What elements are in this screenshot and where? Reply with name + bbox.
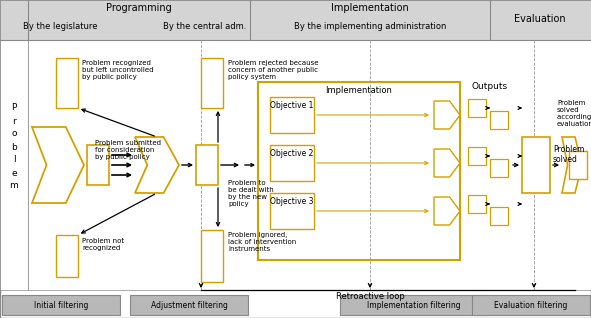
Text: Problem rejected because
concern of another public
policy system: Problem rejected because concern of anot… — [228, 60, 319, 80]
Bar — [201, 58, 223, 108]
Bar — [468, 195, 486, 213]
Text: o: o — [11, 129, 17, 139]
Bar — [87, 145, 109, 185]
Text: Implementation filtering: Implementation filtering — [367, 301, 461, 309]
Text: Problem ignored,
lack of intervention
instruments: Problem ignored, lack of intervention in… — [228, 232, 296, 252]
Bar — [490, 207, 508, 225]
Text: Problem recognized
but left uncontrolled
by public policy: Problem recognized but left uncontrolled… — [82, 60, 154, 80]
Bar — [2, 295, 120, 315]
Polygon shape — [434, 149, 460, 177]
Bar — [130, 295, 248, 315]
Bar — [340, 295, 488, 315]
Text: Problem submitted
for consideration
by public policy: Problem submitted for consideration by p… — [95, 140, 161, 160]
Bar — [569, 151, 587, 179]
Text: Evaluation filtering: Evaluation filtering — [494, 301, 568, 309]
Text: Evaluation: Evaluation — [514, 14, 566, 24]
Text: P: P — [11, 103, 17, 113]
Text: e: e — [11, 169, 17, 177]
Text: Adjustment filtering: Adjustment filtering — [151, 301, 228, 309]
Text: m: m — [9, 182, 18, 190]
Text: Initial filtering: Initial filtering — [34, 301, 88, 309]
Text: Outputs: Outputs — [472, 82, 508, 91]
Polygon shape — [434, 197, 460, 225]
Bar — [522, 137, 550, 193]
Polygon shape — [135, 137, 179, 193]
Polygon shape — [562, 137, 582, 193]
Text: Problem
solved
according to
evaluation: Problem solved according to evaluation — [557, 100, 591, 127]
Bar — [472, 295, 590, 315]
Bar — [0, 0, 28, 40]
Bar — [468, 99, 486, 117]
Text: Implementation: Implementation — [326, 86, 392, 95]
Bar — [490, 111, 508, 129]
Text: Objective 3: Objective 3 — [270, 197, 314, 206]
Polygon shape — [32, 127, 84, 203]
Text: Problem to
be dealt with
by the new
policy: Problem to be dealt with by the new poli… — [228, 180, 274, 207]
Bar — [270, 97, 314, 133]
Text: Problem
solved: Problem solved — [553, 145, 584, 164]
Text: Problem not
recognized: Problem not recognized — [82, 238, 124, 251]
Text: Retroactive loop: Retroactive loop — [336, 292, 404, 301]
Bar — [490, 159, 508, 177]
Text: By the implementing administration: By the implementing administration — [294, 22, 446, 31]
Bar — [0, 40, 28, 290]
Bar — [0, 0, 591, 40]
Bar — [56, 58, 78, 108]
Bar — [270, 193, 314, 229]
Text: Programming: Programming — [106, 3, 172, 13]
Bar — [196, 145, 218, 185]
Bar — [201, 230, 223, 282]
Text: By the legislature: By the legislature — [22, 22, 98, 31]
Text: By the central adm.: By the central adm. — [163, 22, 246, 31]
Text: r: r — [12, 116, 16, 126]
Bar — [28, 40, 591, 290]
Text: l: l — [12, 156, 15, 164]
Text: b: b — [11, 142, 17, 151]
Polygon shape — [434, 101, 460, 129]
Text: Implementation: Implementation — [331, 3, 409, 13]
Bar — [468, 147, 486, 165]
Bar — [56, 235, 78, 277]
Text: Objective 2: Objective 2 — [270, 149, 314, 158]
Text: Objective 1: Objective 1 — [270, 101, 314, 110]
Bar — [270, 145, 314, 181]
Bar — [258, 82, 460, 260]
